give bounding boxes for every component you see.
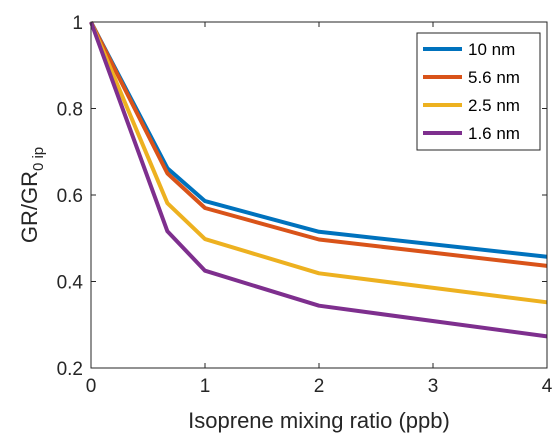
x-tick-label: 4 <box>542 376 553 397</box>
y-tick-label: 0.2 <box>57 359 83 380</box>
y-tick-label: 0.8 <box>57 100 83 121</box>
legend-box <box>416 32 541 151</box>
x-tick-label: 1 <box>200 376 211 397</box>
y-tick-label: 0.4 <box>57 273 84 294</box>
y-axis-label-main: GR/GR <box>17 171 42 243</box>
y-tick-label: 1 <box>72 13 83 34</box>
series-layer <box>89 21 548 339</box>
y-axis-label-subscript: 0 ip <box>30 147 47 171</box>
x-tick-label: 0 <box>86 376 97 397</box>
y-axis-label: GR/GR0 ip <box>17 147 47 243</box>
legend-label-0: 10 nm <box>468 40 515 59</box>
legend-label-3: 1.6 nm <box>468 124 520 143</box>
legend-label-1: 5.6 nm <box>468 68 520 87</box>
series-line-2 <box>89 21 548 305</box>
series-line-1 <box>89 21 548 268</box>
x-axis-label: Isoprene mixing ratio (ppb) <box>188 408 450 433</box>
legend: 10 nm 5.6 nm 2.5 nm 1.6 nm <box>416 32 541 151</box>
x-tick-label: 3 <box>428 376 439 397</box>
y-tick-label: 0.6 <box>57 186 83 207</box>
tick-layer: 0 1 2 3 4 0.2 0.4 0.6 0.8 1 <box>57 13 553 397</box>
x-tick-label: 2 <box>314 376 325 397</box>
legend-label-2: 2.5 nm <box>468 96 520 115</box>
series-line-3 <box>89 21 548 339</box>
